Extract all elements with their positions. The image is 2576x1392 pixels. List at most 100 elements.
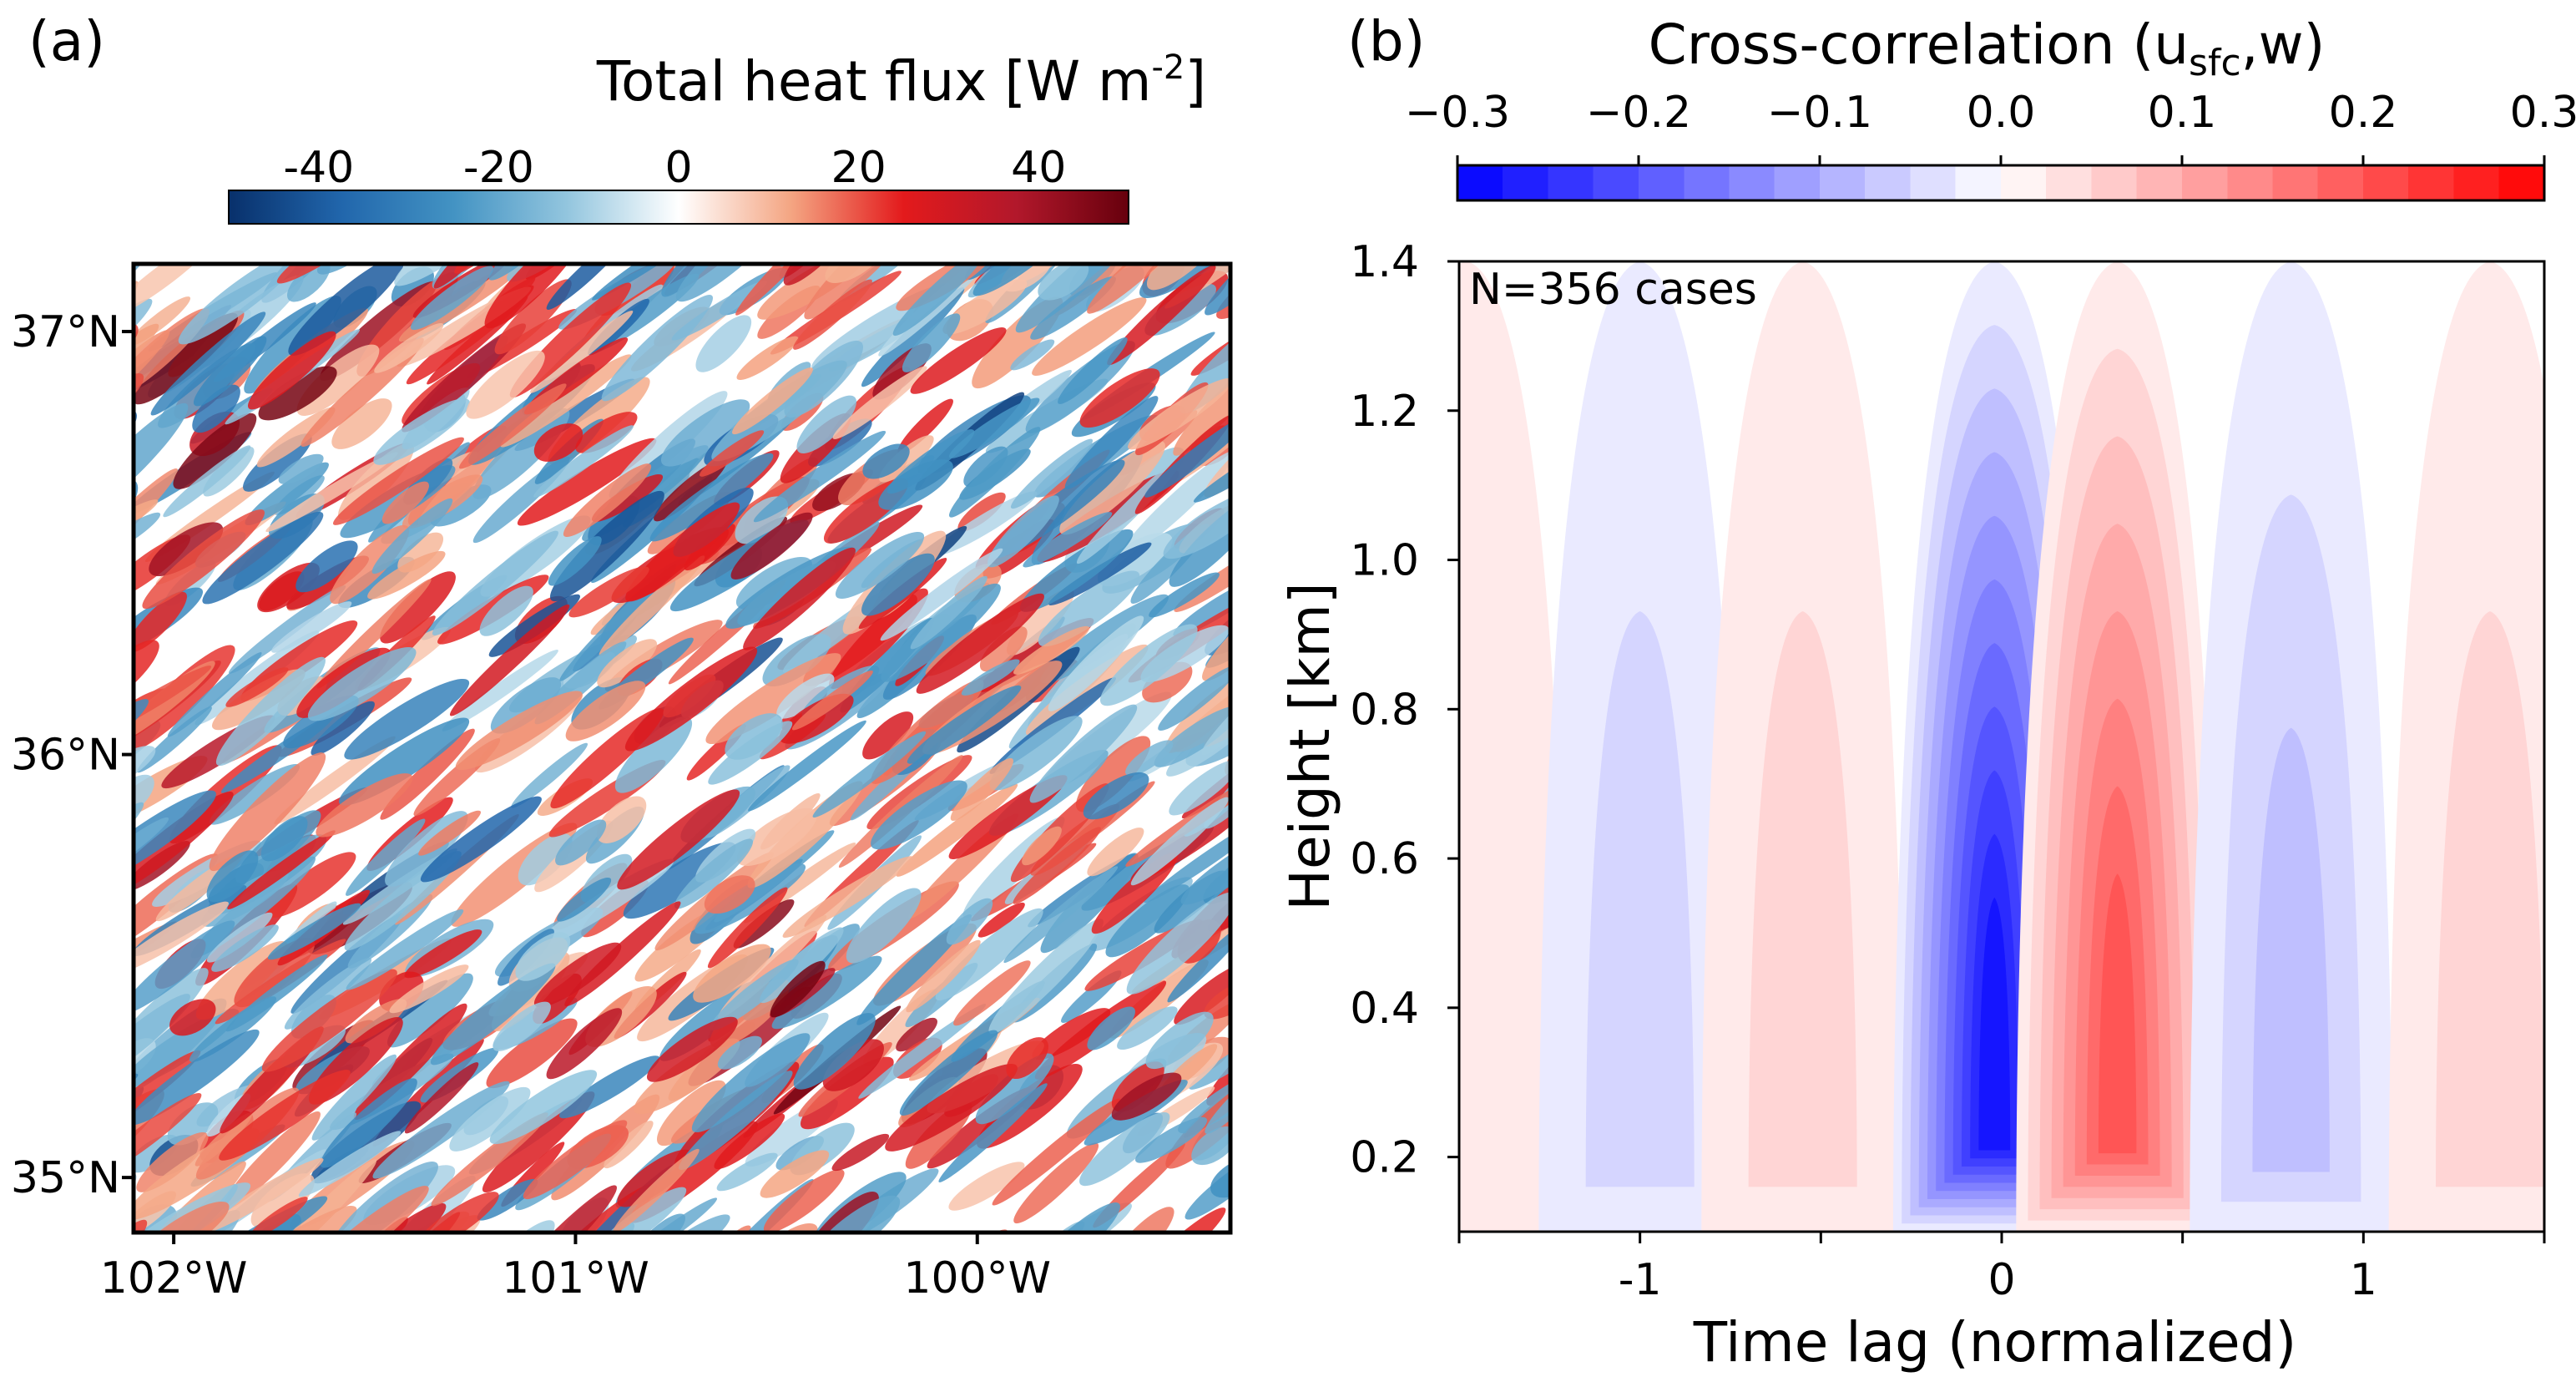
flux-streak bbox=[617, 789, 740, 890]
flux-streak bbox=[134, 1029, 260, 1126]
flux-streak bbox=[167, 1102, 219, 1146]
flux-streak bbox=[987, 495, 1059, 568]
flux-streak bbox=[1230, 348, 1296, 407]
flux-streak bbox=[320, 1078, 417, 1168]
flux-streak bbox=[430, 963, 556, 1066]
flux-streak bbox=[1091, 852, 1179, 934]
flux-streak bbox=[418, 810, 482, 856]
colorbar-b-tick-label: 0.0 bbox=[1967, 88, 2036, 138]
flux-streak bbox=[953, 960, 1031, 1026]
map-xtick-label: 102°W bbox=[100, 1253, 248, 1303]
flux-streak bbox=[846, 888, 922, 964]
flux-streak bbox=[235, 1232, 327, 1298]
flux-streak bbox=[1173, 575, 1230, 637]
flux-streak bbox=[748, 720, 866, 812]
flux-streak bbox=[1228, 1040, 1320, 1121]
flux-streak bbox=[194, 1112, 253, 1167]
flux-streak bbox=[278, 453, 324, 484]
flux-streak bbox=[420, 796, 542, 883]
flux-streak bbox=[625, 502, 740, 602]
flux-streak bbox=[492, 1001, 551, 1051]
flux-streak bbox=[134, 1050, 201, 1136]
flux-streak bbox=[681, 1248, 747, 1312]
flux-streak bbox=[639, 1214, 730, 1233]
flux-streak bbox=[1180, 826, 1230, 905]
flux-streak bbox=[793, 1013, 876, 1090]
flux-streak bbox=[902, 313, 961, 372]
plot-ytick-label: 0.4 bbox=[1350, 984, 1419, 1034]
flux-streak bbox=[935, 908, 1043, 1001]
correlation-contour bbox=[2252, 727, 2330, 1172]
flux-streak bbox=[215, 656, 326, 767]
panel-b-axis-ticks: -1 0 1 0.2 0.4 0.6 0.8 1.0 1.2 1.4 bbox=[1350, 237, 2546, 1305]
flux-streak bbox=[1099, 624, 1198, 706]
flux-streak bbox=[58, 482, 133, 547]
flux-streak bbox=[500, 354, 632, 448]
flux-streak bbox=[1019, 529, 1134, 612]
flux-streak bbox=[1107, 265, 1216, 366]
flux-streak bbox=[530, 310, 634, 393]
flux-streak bbox=[885, 1064, 1018, 1152]
flux-streak bbox=[1201, 668, 1230, 756]
flux-streak bbox=[1058, 337, 1128, 404]
flux-streak bbox=[639, 1231, 738, 1233]
flux-streak bbox=[134, 323, 159, 386]
flux-streak bbox=[975, 1053, 1054, 1125]
map-xtick-label: 100°W bbox=[903, 1253, 1051, 1303]
flux-streak bbox=[691, 1033, 811, 1132]
flux-streak bbox=[700, 430, 765, 477]
flux-streak bbox=[134, 878, 135, 948]
flux-streak bbox=[517, 438, 657, 526]
flux-streak bbox=[1144, 413, 1230, 498]
flux-streak bbox=[881, 583, 1001, 682]
flux-streak bbox=[1010, 339, 1055, 371]
flux-streak bbox=[550, 490, 664, 602]
flux-streak bbox=[261, 969, 397, 1072]
flux-streak bbox=[656, 1080, 726, 1147]
flux-streak bbox=[1120, 451, 1230, 558]
colorbar-a-tick-label: 40 bbox=[1011, 143, 1066, 193]
flux-streak bbox=[548, 536, 602, 586]
flux-streak bbox=[942, 279, 1028, 335]
panel-b-label: (b) bbox=[1347, 9, 1425, 73]
flux-streak bbox=[555, 819, 607, 866]
flux-streak bbox=[910, 575, 987, 650]
flux-streak bbox=[81, 642, 136, 694]
flux-streak bbox=[801, 1226, 874, 1299]
flux-streak bbox=[661, 1227, 730, 1291]
flux-streak bbox=[262, 1159, 377, 1233]
flux-streak bbox=[812, 731, 927, 818]
panel-b-xlabel: Time lag (normalized) bbox=[1693, 1310, 2296, 1374]
flux-streak bbox=[206, 850, 259, 903]
plot-ytick-label: 0.2 bbox=[1350, 1133, 1419, 1183]
flux-streak bbox=[178, 264, 304, 345]
flux-streak bbox=[250, 1173, 315, 1228]
flux-streak bbox=[1126, 892, 1230, 995]
flux-streak bbox=[896, 1017, 937, 1052]
flux-streak bbox=[949, 427, 1041, 518]
correlation-contour bbox=[1978, 897, 2011, 1151]
flux-streak bbox=[614, 716, 693, 793]
flux-streak bbox=[533, 423, 583, 462]
flux-streak bbox=[861, 553, 935, 616]
flux-streak bbox=[804, 264, 924, 320]
flux-streak bbox=[245, 462, 329, 526]
flux-streak bbox=[331, 398, 392, 449]
panel-a-label: (a) bbox=[28, 9, 105, 73]
flux-streak bbox=[961, 659, 1020, 696]
flux-streak bbox=[225, 954, 328, 1032]
flux-streak bbox=[1202, 583, 1230, 681]
flux-streak bbox=[800, 1056, 894, 1130]
flux-streak bbox=[1169, 496, 1230, 587]
flux-streak bbox=[1105, 884, 1190, 958]
flux-streak bbox=[704, 875, 755, 914]
flux-streak bbox=[832, 366, 927, 439]
flux-streak bbox=[564, 901, 681, 1007]
flux-streak bbox=[634, 1038, 740, 1115]
flux-streak bbox=[316, 579, 432, 689]
flux-streak bbox=[268, 852, 356, 918]
flux-streak bbox=[1238, 303, 1294, 358]
flux-streak bbox=[206, 912, 273, 963]
colorbar-b-tick-label: 0.3 bbox=[2510, 88, 2576, 138]
